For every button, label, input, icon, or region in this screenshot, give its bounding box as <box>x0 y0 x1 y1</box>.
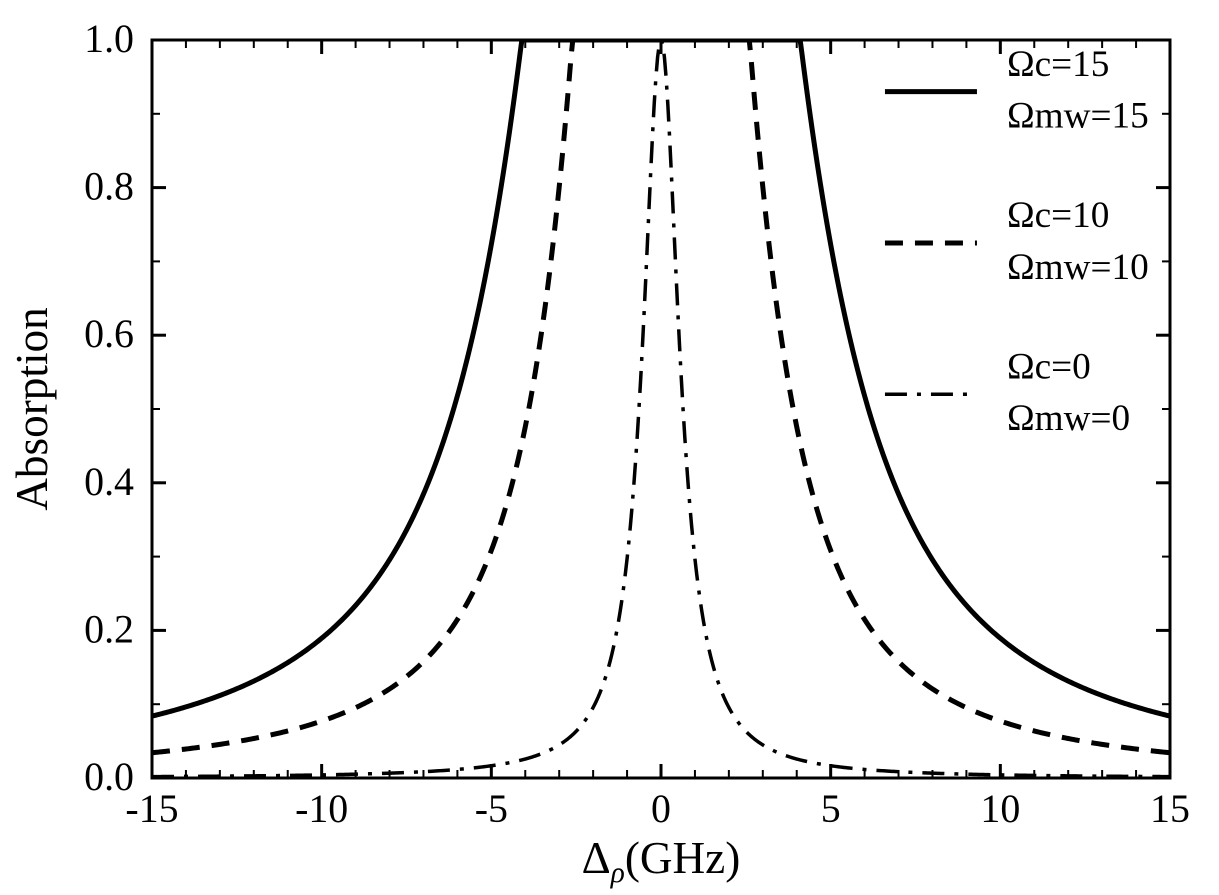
svg-text:0: 0 <box>651 786 671 831</box>
svg-text:15: 15 <box>1150 786 1190 831</box>
legend-label-omega0-line1: Ωmw=0 <box>1007 398 1130 439</box>
svg-text:1.0: 1.0 <box>84 16 134 61</box>
chart-canvas: -15-10-50510150.00.20.40.60.81.0Absorpti… <box>0 0 1219 895</box>
svg-text:0.8: 0.8 <box>84 164 134 209</box>
svg-text:-10: -10 <box>295 786 348 831</box>
svg-text:0.2: 0.2 <box>84 606 134 651</box>
legend-label-omega15-line0: Ωc=15 <box>1007 44 1109 85</box>
legend-label-omega10-line1: Ωmw=10 <box>1007 247 1149 288</box>
svg-text:0.6: 0.6 <box>84 311 134 356</box>
svg-text:-5: -5 <box>475 786 508 831</box>
svg-text:0.0: 0.0 <box>84 754 134 799</box>
svg-text:10: 10 <box>980 786 1020 831</box>
legend-label-omega15-line1: Ωmw=15 <box>1007 95 1149 136</box>
absorption-chart: -15-10-50510150.00.20.40.60.81.0Absorpti… <box>0 0 1219 895</box>
svg-text:5: 5 <box>821 786 841 831</box>
svg-text:0.4: 0.4 <box>84 459 134 504</box>
x-axis-label: Δρ(GHz) <box>582 833 741 889</box>
legend-label-omega0-line0: Ωc=0 <box>1007 346 1091 387</box>
legend-label-omega10-line0: Ωc=10 <box>1007 195 1109 236</box>
y-axis-label: Absorption <box>7 307 57 510</box>
